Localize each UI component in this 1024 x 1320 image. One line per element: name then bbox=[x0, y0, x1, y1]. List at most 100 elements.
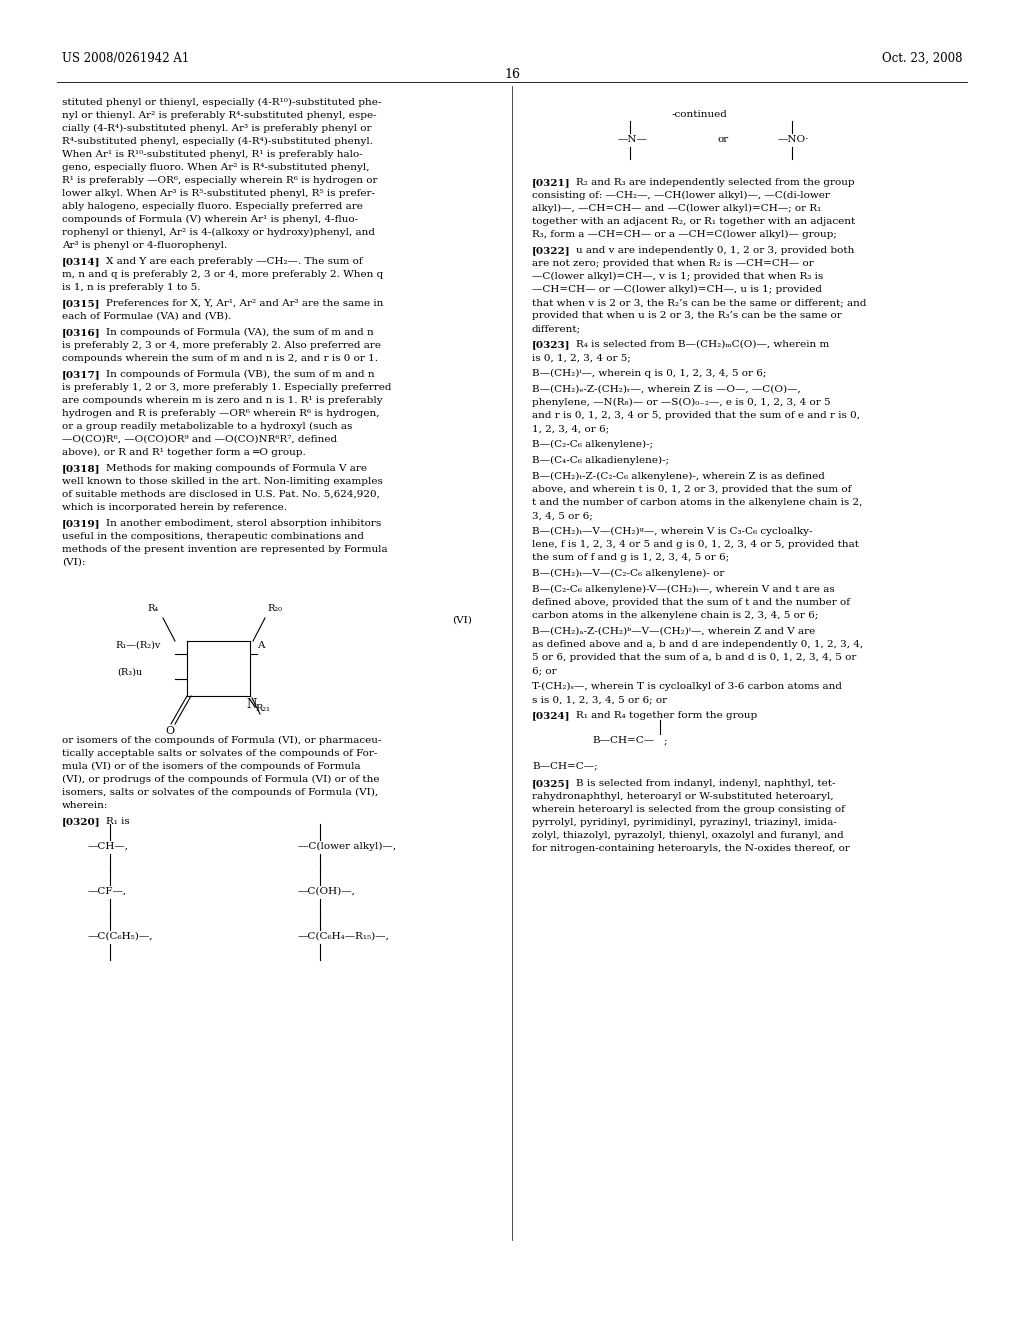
Text: rophenyl or thienyl, Ar² is 4-(alkoxy or hydroxy)phenyl, and: rophenyl or thienyl, Ar² is 4-(alkoxy or… bbox=[62, 228, 375, 238]
Text: R₂₀: R₂₀ bbox=[267, 605, 282, 612]
Text: is 1, n is preferably 1 to 5.: is 1, n is preferably 1 to 5. bbox=[62, 282, 201, 292]
Text: compounds wherein the sum of m and n is 2, and r is 0 or 1.: compounds wherein the sum of m and n is … bbox=[62, 354, 378, 363]
Text: [0318]: [0318] bbox=[62, 465, 100, 473]
Text: useful in the compositions, therapeutic combinations and: useful in the compositions, therapeutic … bbox=[62, 532, 364, 541]
Text: (VI):: (VI): bbox=[62, 558, 85, 568]
Text: B—(C₂-C₆ alkenylene)-V—(CH₂)ₜ—, wherein V and t are as: B—(C₂-C₆ alkenylene)-V—(CH₂)ₜ—, wherein … bbox=[532, 585, 835, 594]
Text: B—CH=C—: B—CH=C— bbox=[592, 737, 654, 744]
Text: s is 0, 1, 2, 3, 4, 5 or 6; or: s is 0, 1, 2, 3, 4, 5 or 6; or bbox=[532, 696, 667, 704]
Text: of suitable methods are disclosed in U.S. Pat. No. 5,624,920,: of suitable methods are disclosed in U.S… bbox=[62, 490, 380, 499]
Text: ;: ; bbox=[664, 737, 668, 744]
Text: O: O bbox=[165, 726, 174, 737]
Text: R¹ is preferably —OR⁶, especially wherein R⁶ is hydrogen or: R¹ is preferably —OR⁶, especially wherei… bbox=[62, 176, 378, 185]
Text: —C(C₆H₄—R₁₅)—,: —C(C₆H₄—R₁₅)—, bbox=[298, 932, 390, 941]
Text: Oct. 23, 2008: Oct. 23, 2008 bbox=[882, 51, 962, 65]
Text: is 0, 1, 2, 3, 4 or 5;: is 0, 1, 2, 3, 4 or 5; bbox=[532, 352, 631, 362]
Text: 16: 16 bbox=[504, 69, 520, 81]
Text: When Ar¹ is R¹⁰-substituted phenyl, R¹ is preferably halo-: When Ar¹ is R¹⁰-substituted phenyl, R¹ i… bbox=[62, 150, 362, 158]
Text: B—CH=C—;: B—CH=C—; bbox=[532, 762, 598, 770]
Text: X and Y are each preferably —CH₂—. The sum of: X and Y are each preferably —CH₂—. The s… bbox=[106, 257, 362, 267]
Text: —NO·: —NO· bbox=[778, 135, 809, 144]
Text: [0320]: [0320] bbox=[62, 817, 100, 826]
Text: B—(C₂-C₆ alkenylene)-;: B—(C₂-C₆ alkenylene)-; bbox=[532, 440, 653, 449]
Text: or isomers of the compounds of Formula (VI), or pharmaceu-: or isomers of the compounds of Formula (… bbox=[62, 737, 381, 744]
Text: m, n and q is preferably 2, 3 or 4, more preferably 2. When q: m, n and q is preferably 2, 3 or 4, more… bbox=[62, 271, 383, 279]
Text: is preferably 1, 2 or 3, more preferably 1. Especially preferred: is preferably 1, 2 or 3, more preferably… bbox=[62, 383, 391, 392]
Text: -continued: -continued bbox=[672, 110, 728, 119]
Text: as defined above and a, b and d are independently 0, 1, 2, 3, 4,: as defined above and a, b and d are inde… bbox=[532, 640, 863, 649]
Text: R₂₁: R₂₁ bbox=[255, 704, 270, 713]
Text: rahydronaphthyl, heteroaryl or W-substituted heteroaryl,: rahydronaphthyl, heteroaryl or W-substit… bbox=[532, 792, 834, 801]
Text: (VI), or prodrugs of the compounds of Formula (VI) or of the: (VI), or prodrugs of the compounds of Fo… bbox=[62, 775, 380, 784]
Text: is preferably 2, 3 or 4, more preferably 2. Also preferred are: is preferably 2, 3 or 4, more preferably… bbox=[62, 341, 381, 350]
Text: B is selected from indanyl, indenyl, naphthyl, tet-: B is selected from indanyl, indenyl, nap… bbox=[575, 779, 836, 788]
Text: carbon atoms in the alkenylene chain is 2, 3, 4, 5 or 6;: carbon atoms in the alkenylene chain is … bbox=[532, 611, 818, 620]
Text: (VI): (VI) bbox=[452, 616, 472, 624]
Text: [0325]: [0325] bbox=[532, 779, 570, 788]
Text: 6; or: 6; or bbox=[532, 667, 557, 675]
Text: Ar³ is phenyl or 4-fluorophenyl.: Ar³ is phenyl or 4-fluorophenyl. bbox=[62, 242, 227, 249]
Text: 3, 4, 5 or 6;: 3, 4, 5 or 6; bbox=[532, 511, 593, 520]
Text: provided that when u is 2 or 3, the R₃’s can be the same or: provided that when u is 2 or 3, the R₃’s… bbox=[532, 312, 842, 319]
Text: [0319]: [0319] bbox=[62, 519, 100, 528]
Text: alkyl)—, —CH=CH— and —C(lower alkyl)=CH—; or R₁: alkyl)—, —CH=CH— and —C(lower alkyl)=CH—… bbox=[532, 205, 821, 213]
Text: R₁ and R₄ together form the group: R₁ and R₄ together form the group bbox=[575, 711, 758, 719]
Text: A: A bbox=[257, 642, 264, 649]
Text: u and v are independently 0, 1, 2 or 3, provided both: u and v are independently 0, 1, 2 or 3, … bbox=[575, 246, 854, 255]
Text: B—(CH₂)ₜ—V—(C₂-C₆ alkenylene)- or: B—(CH₂)ₜ—V—(C₂-C₆ alkenylene)- or bbox=[532, 569, 724, 578]
Text: R⁴-substituted phenyl, especially (4-R⁴)-substituted phenyl.: R⁴-substituted phenyl, especially (4-R⁴)… bbox=[62, 137, 373, 147]
Text: zolyl, thiazolyl, pyrazolyl, thienyl, oxazolyl and furanyl, and: zolyl, thiazolyl, pyrazolyl, thienyl, ox… bbox=[532, 832, 844, 840]
Text: each of Formulae (VA) and (VB).: each of Formulae (VA) and (VB). bbox=[62, 312, 231, 321]
Text: pyrrolyl, pyridinyl, pyrimidinyl, pyrazinyl, triazinyl, imida-: pyrrolyl, pyridinyl, pyrimidinyl, pyrazi… bbox=[532, 818, 837, 828]
Text: or: or bbox=[718, 135, 729, 144]
Text: methods of the present invention are represented by Formula: methods of the present invention are rep… bbox=[62, 545, 388, 554]
Text: different;: different; bbox=[532, 323, 582, 333]
Text: t and the number of carbon atoms in the alkenylene chain is 2,: t and the number of carbon atoms in the … bbox=[532, 498, 862, 507]
Text: compounds of Formula (V) wherein Ar¹ is phenyl, 4-fluo-: compounds of Formula (V) wherein Ar¹ is … bbox=[62, 215, 358, 224]
Text: —C(OH)—,: —C(OH)—, bbox=[298, 887, 356, 896]
Text: or a group readily metabolizable to a hydroxyl (such as: or a group readily metabolizable to a hy… bbox=[62, 422, 352, 432]
Text: Preferences for X, Y, Ar¹, Ar² and Ar³ are the same in: Preferences for X, Y, Ar¹, Ar² and Ar³ a… bbox=[106, 300, 383, 308]
Text: that when v is 2 or 3, the R₂’s can be the same or different; and: that when v is 2 or 3, the R₂’s can be t… bbox=[532, 298, 866, 308]
Text: B—(CH₂)ₐ-Z-(CH₂)ᵇ—V—(CH₂)ⁱ—, wherein Z and V are: B—(CH₂)ₐ-Z-(CH₂)ᵇ—V—(CH₂)ⁱ—, wherein Z a… bbox=[532, 627, 815, 636]
Text: above, and wherein t is 0, 1, 2 or 3, provided that the sum of: above, and wherein t is 0, 1, 2 or 3, pr… bbox=[532, 484, 851, 494]
Text: the sum of f and g is 1, 2, 3, 4, 5 or 6;: the sum of f and g is 1, 2, 3, 4, 5 or 6… bbox=[532, 553, 729, 562]
Text: [0314]: [0314] bbox=[62, 257, 100, 267]
Text: R₄ is selected from B—(CH₂)ₘC(O)—, wherein m: R₄ is selected from B—(CH₂)ₘC(O)—, where… bbox=[575, 341, 829, 348]
Text: [0315]: [0315] bbox=[62, 300, 100, 308]
Text: tically acceptable salts or solvates of the compounds of For-: tically acceptable salts or solvates of … bbox=[62, 748, 378, 758]
Text: R₂ and R₃ are independently selected from the group: R₂ and R₃ are independently selected fro… bbox=[575, 178, 855, 187]
Text: Methods for making compounds of Formula V are: Methods for making compounds of Formula … bbox=[106, 465, 367, 473]
Text: R₄: R₄ bbox=[147, 605, 159, 612]
Text: isomers, salts or solvates of the compounds of Formula (VI),: isomers, salts or solvates of the compou… bbox=[62, 788, 378, 797]
Text: In another embodiment, sterol absorption inhibitors: In another embodiment, sterol absorption… bbox=[106, 519, 381, 528]
Text: ably halogeno, especially fluoro. Especially preferred are: ably halogeno, especially fluoro. Especi… bbox=[62, 202, 362, 211]
Text: (R₃)u: (R₃)u bbox=[117, 668, 142, 677]
Text: B—(CH₂)ₜ—V—(CH₂)ᵍ—, wherein V is C₃-C₆ cycloalky-: B—(CH₂)ₜ—V—(CH₂)ᵍ—, wherein V is C₃-C₆ c… bbox=[532, 527, 812, 536]
Text: B—(CH₂)ₑ-Z-(CH₂)ᵣ—, wherein Z is —O—, —C(O)—,: B—(CH₂)ₑ-Z-(CH₂)ᵣ—, wherein Z is —O—, —C… bbox=[532, 385, 801, 393]
Text: [0321]: [0321] bbox=[532, 178, 570, 187]
Text: —CH=CH— or —C(lower alkyl)=CH—, u is 1; provided: —CH=CH— or —C(lower alkyl)=CH—, u is 1; … bbox=[532, 285, 822, 294]
Text: T-(CH₂)ₛ—, wherein T is cycloalkyl of 3-6 carbon atoms and: T-(CH₂)ₛ—, wherein T is cycloalkyl of 3-… bbox=[532, 682, 842, 692]
Text: above), or R and R¹ together form a ═O group.: above), or R and R¹ together form a ═O g… bbox=[62, 447, 306, 457]
Text: In compounds of Formula (VB), the sum of m and n: In compounds of Formula (VB), the sum of… bbox=[106, 370, 375, 379]
Text: B—(CH₂)ⁱ—, wherein q is 0, 1, 2, 3, 4, 5 or 6;: B—(CH₂)ⁱ—, wherein q is 0, 1, 2, 3, 4, 5… bbox=[532, 370, 766, 378]
Text: R₃, form a —CH=CH— or a —CH=C(lower alkyl)— group;: R₃, form a —CH=CH— or a —CH=C(lower alky… bbox=[532, 230, 837, 239]
Text: N: N bbox=[246, 698, 256, 711]
Text: lene, f is 1, 2, 3, 4 or 5 and g is 0, 1, 2, 3, 4 or 5, provided that: lene, f is 1, 2, 3, 4 or 5 and g is 0, 1… bbox=[532, 540, 859, 549]
Text: [0316]: [0316] bbox=[62, 327, 100, 337]
Text: phenylene, —N(R₈)— or —S(O)₀₋₂—, e is 0, 1, 2, 3, 4 or 5: phenylene, —N(R₈)— or —S(O)₀₋₂—, e is 0,… bbox=[532, 399, 830, 407]
Text: —C(lower alkyl)—,: —C(lower alkyl)—, bbox=[298, 842, 396, 851]
Text: B—(CH₂)ₜ-Z-(C₂-C₆ alkenylene)-, wherein Z is as defined: B—(CH₂)ₜ-Z-(C₂-C₆ alkenylene)-, wherein … bbox=[532, 473, 825, 480]
Text: lower alkyl. When Ar³ is R⁵-substituted phenyl, R⁵ is prefer-: lower alkyl. When Ar³ is R⁵-substituted … bbox=[62, 189, 375, 198]
Text: [0323]: [0323] bbox=[532, 341, 570, 348]
Text: together with an adjacent R₂, or R₁ together with an adjacent: together with an adjacent R₂, or R₁ toge… bbox=[532, 216, 855, 226]
Text: 5 or 6, provided that the sum of a, b and d is 0, 1, 2, 3, 4, 5 or: 5 or 6, provided that the sum of a, b an… bbox=[532, 653, 856, 663]
Text: defined above, provided that the sum of t and the number of: defined above, provided that the sum of … bbox=[532, 598, 850, 607]
Text: R₁ is: R₁ is bbox=[106, 817, 130, 826]
Text: cially (4-R⁴)-substituted phenyl. Ar³ is preferably phenyl or: cially (4-R⁴)-substituted phenyl. Ar³ is… bbox=[62, 124, 372, 133]
Text: well known to those skilled in the art. Non-limiting examples: well known to those skilled in the art. … bbox=[62, 477, 383, 486]
Text: 1, 2, 3, 4, or 6;: 1, 2, 3, 4, or 6; bbox=[532, 424, 609, 433]
Text: —C(C₆H₅)—,: —C(C₆H₅)—, bbox=[88, 932, 154, 941]
Text: —N—: —N— bbox=[618, 135, 648, 144]
